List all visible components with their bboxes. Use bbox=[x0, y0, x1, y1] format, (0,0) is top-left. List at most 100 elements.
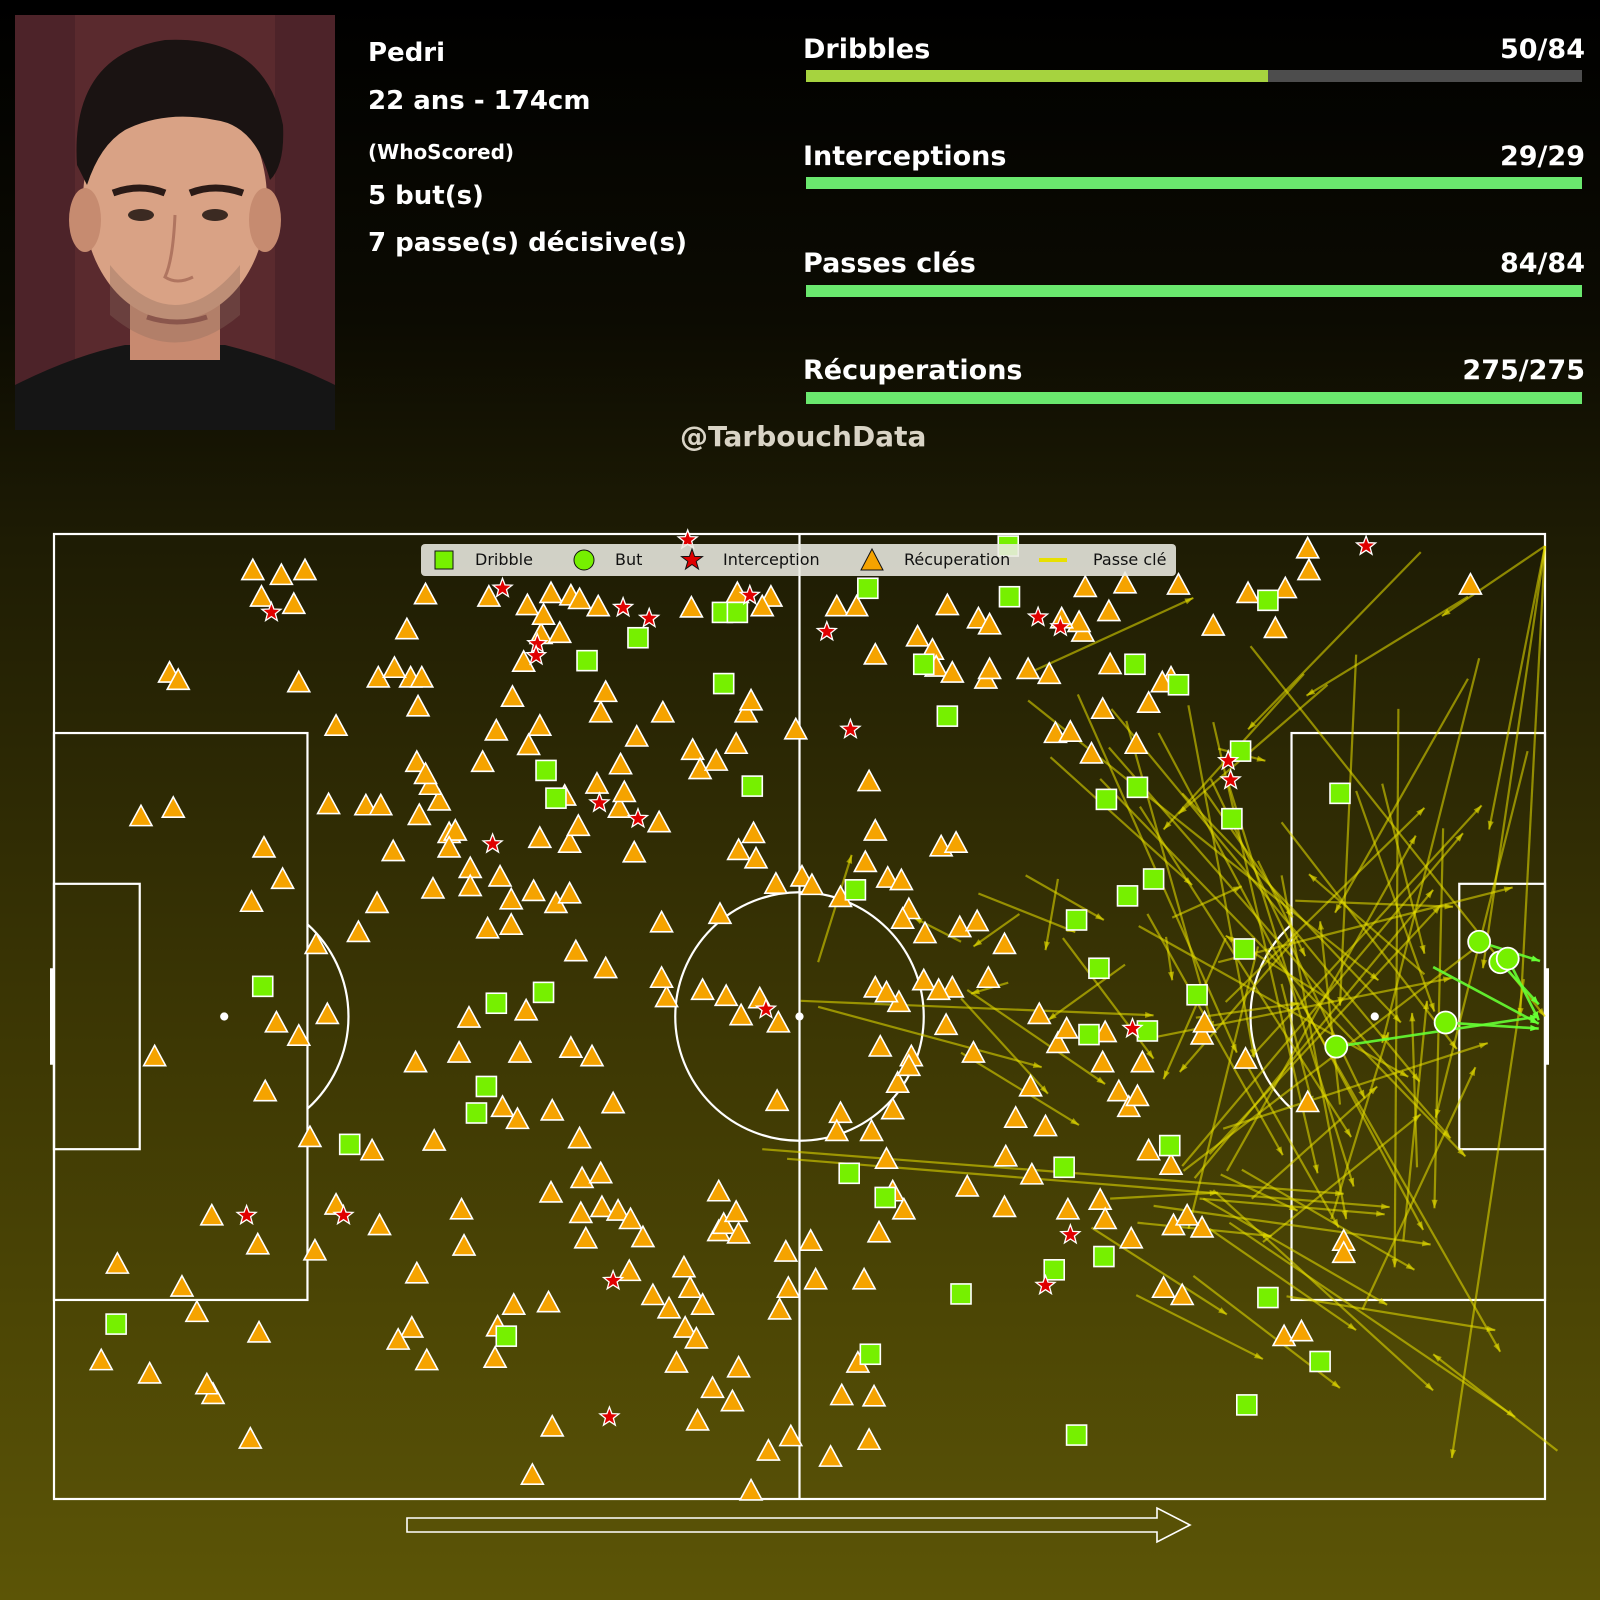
recovery-marker bbox=[880, 1096, 906, 1120]
dribble-marker bbox=[1233, 938, 1256, 960]
dribble-marker bbox=[535, 759, 557, 782]
goal-shot-arrowhead bbox=[1530, 1024, 1539, 1032]
recovery-marker bbox=[799, 872, 825, 896]
key-pass-arrowhead bbox=[1256, 755, 1266, 762]
key-pass-arrowhead bbox=[1432, 905, 1441, 914]
player-name: Pedri bbox=[368, 38, 446, 68]
dribble-marker bbox=[1257, 1286, 1279, 1309]
recovery-marker bbox=[88, 1347, 114, 1371]
recovery-marker bbox=[783, 716, 809, 740]
interception-marker bbox=[332, 1203, 355, 1226]
recovery-marker bbox=[947, 914, 973, 938]
recovery-marker bbox=[720, 1388, 745, 1412]
recovery-marker bbox=[723, 1199, 749, 1223]
recovery-marker bbox=[738, 1477, 764, 1501]
recovery-marker bbox=[1026, 1001, 1052, 1025]
stat-bar-dribbles bbox=[806, 70, 1582, 82]
key-pass-arrowhead bbox=[970, 988, 980, 995]
key-pass-arrowhead bbox=[1411, 1073, 1420, 1082]
recovery-marker bbox=[567, 586, 592, 610]
key-pass-line bbox=[1295, 899, 1454, 908]
dribble-marker bbox=[998, 585, 1021, 608]
recovery-marker bbox=[874, 979, 899, 1003]
recovery-marker bbox=[442, 818, 468, 841]
interception-marker bbox=[754, 997, 778, 1019]
recovery-marker bbox=[690, 977, 715, 1001]
recovery-marker bbox=[515, 592, 540, 616]
key-pass-arrowhead bbox=[1306, 688, 1316, 696]
recovery-marker bbox=[798, 1228, 824, 1252]
recovery-marker bbox=[605, 1198, 631, 1221]
key-pass-arrowhead bbox=[1308, 874, 1318, 883]
recovery-marker bbox=[538, 1179, 564, 1203]
recovery-marker bbox=[249, 584, 274, 607]
recovery-marker bbox=[588, 699, 614, 723]
recovery-marker bbox=[527, 825, 553, 849]
recovery-marker bbox=[403, 1049, 428, 1073]
dribble-marker bbox=[475, 1075, 498, 1098]
recovery-marker bbox=[194, 1371, 220, 1395]
key-pass-arrowhead bbox=[1163, 821, 1172, 830]
dribble-marker bbox=[1229, 740, 1252, 762]
recovery-marker bbox=[749, 593, 775, 617]
recovery-marker bbox=[1036, 661, 1062, 685]
key-pass-line bbox=[1334, 678, 1469, 914]
recovery-marker bbox=[977, 611, 1002, 635]
recovery-marker bbox=[606, 795, 632, 818]
left-penalty-arc bbox=[306, 923, 350, 1110]
recovery-marker bbox=[498, 912, 524, 935]
key-pass-line bbox=[1224, 807, 1426, 1003]
recovery-marker bbox=[741, 820, 766, 844]
recovery-marker bbox=[818, 1444, 843, 1467]
recovery-marker bbox=[1123, 731, 1149, 755]
recovery-marker bbox=[531, 602, 556, 625]
legend-interception-label: Interception bbox=[723, 550, 820, 569]
recovery-marker bbox=[1125, 1083, 1150, 1107]
key-pass-arrowhead bbox=[1391, 1258, 1398, 1268]
interception-marker bbox=[637, 606, 661, 629]
recovery-marker bbox=[513, 997, 539, 1021]
recovery-marker bbox=[992, 1194, 1017, 1218]
recovery-marker bbox=[421, 1128, 447, 1151]
recovery-marker bbox=[851, 1266, 877, 1290]
recovery-marker bbox=[569, 1165, 595, 1189]
dribble-marker bbox=[1093, 1245, 1115, 1268]
key-pass-arrowhead bbox=[1249, 1048, 1256, 1058]
left-penalty-area bbox=[52, 731, 309, 1302]
key-pass-line bbox=[913, 916, 962, 943]
key-pass-line bbox=[1305, 595, 1469, 697]
interception-marker bbox=[1049, 615, 1072, 637]
recovery-marker bbox=[933, 1012, 959, 1036]
recovery-marker bbox=[646, 809, 672, 833]
recovery-marker bbox=[128, 803, 154, 827]
stat-label-interceptions: Interceptions bbox=[803, 141, 1007, 172]
key-pass-arrowhead bbox=[1473, 805, 1482, 814]
key-pass-line bbox=[1023, 596, 1194, 677]
interception-marker bbox=[1219, 768, 1242, 790]
interception-marker bbox=[1034, 1273, 1057, 1296]
recovery-marker bbox=[414, 1347, 440, 1371]
recovery-marker bbox=[539, 1097, 565, 1121]
key-pass-arrowhead bbox=[1096, 1076, 1106, 1085]
key-pass-line bbox=[1432, 1353, 1559, 1452]
key-pass-arrowhead bbox=[1450, 1449, 1457, 1458]
recovery-marker bbox=[1458, 571, 1483, 595]
recovery-marker bbox=[426, 787, 452, 811]
recovery-marker bbox=[726, 1220, 751, 1244]
recovery-marker bbox=[409, 664, 435, 688]
key-pass-line bbox=[1251, 1085, 1378, 1200]
interception-marker bbox=[1026, 605, 1050, 627]
key-pass-line bbox=[1381, 657, 1481, 1044]
recovery-marker bbox=[404, 1260, 430, 1284]
key-pass-line bbox=[817, 854, 853, 963]
key-pass-arrowhead bbox=[1424, 1382, 1434, 1391]
stat-label-recoveries: Récuperations bbox=[803, 355, 1023, 386]
key-pass-line bbox=[1178, 934, 1299, 1073]
recovery-marker bbox=[251, 834, 277, 858]
key-pass-arrowhead bbox=[1048, 1012, 1057, 1021]
dribble-marker bbox=[532, 981, 555, 1004]
recovery-marker bbox=[650, 699, 676, 723]
key-pass-arrowhead bbox=[1070, 1118, 1080, 1126]
recovery-marker bbox=[1015, 656, 1041, 680]
key-pass-arrowhead bbox=[1218, 1307, 1227, 1315]
